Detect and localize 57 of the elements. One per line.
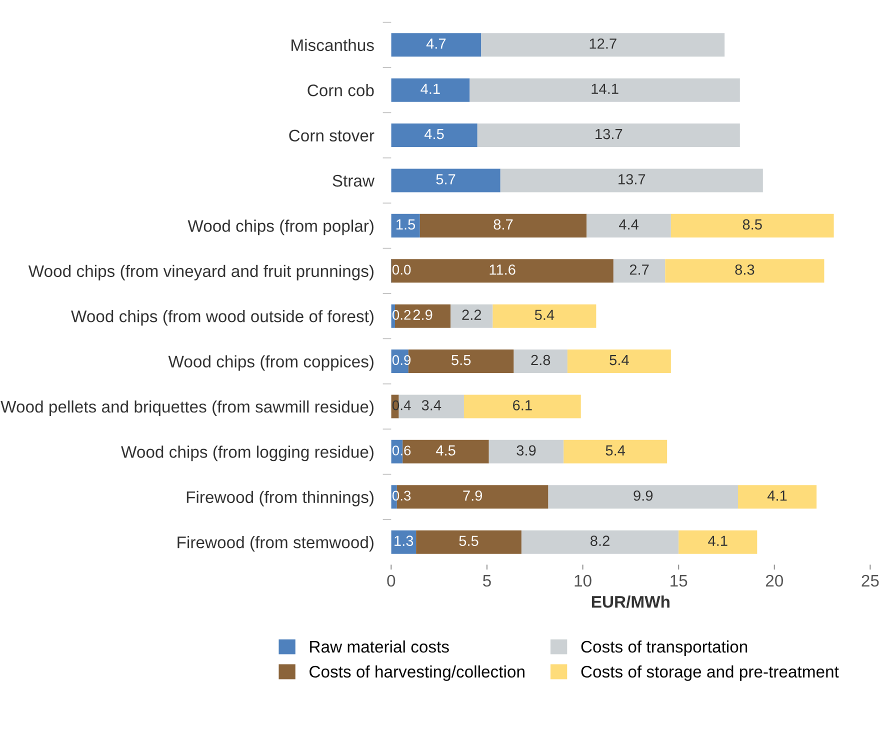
data-label: 4.4	[618, 219, 638, 230]
x-tick-label: 10	[574, 574, 592, 587]
data-label: 8.3	[735, 264, 754, 275]
legend-label: Raw material costs	[310, 640, 449, 653]
data-label: 11.6	[490, 264, 516, 275]
data-label: 8.2	[590, 536, 610, 546]
legend-label: Costs of harvesting/collection	[310, 665, 524, 681]
data-label: 2.7	[630, 264, 649, 275]
data-label: 8.7	[494, 219, 513, 230]
y-tick-label: Wood chips (from poplar)	[188, 220, 374, 236]
data-label: 4.1	[767, 490, 787, 501]
legend-label: Costs of storage and pre-treatment	[581, 665, 839, 681]
y-tick-label: Straw	[332, 174, 375, 187]
y-tick-label: Wood chips (from logging residue)	[121, 446, 374, 462]
data-label: 12.7	[590, 38, 616, 49]
data-label: 0.0	[392, 264, 411, 275]
data-label: 4.5	[424, 129, 444, 140]
x-tick-label: 20	[766, 574, 784, 587]
data-label: 2.2	[462, 310, 482, 320]
data-label: 1.5	[396, 219, 416, 230]
data-label: 5.4	[606, 445, 626, 456]
data-label: 5.4	[610, 355, 629, 366]
y-tick-label: Wood chips (from vineyard and fruit prunnings)	[28, 264, 374, 280]
data-label: 3.4	[422, 400, 442, 410]
data-label: 6.1	[513, 400, 532, 410]
data-label: 4.1	[708, 536, 728, 546]
data-label: 13.7	[618, 174, 646, 184]
y-tick-label: Corn stover	[289, 130, 374, 142]
y-tick-label: Corn cob	[308, 84, 374, 96]
data-label: 9.9	[634, 490, 653, 501]
data-label: 2.8	[531, 354, 550, 366]
data-label: 1.3	[394, 536, 414, 546]
x-tick-label: 15	[670, 575, 688, 587]
y-tick-label: Wood pellets and briquettes (from sawmill residue)	[0, 400, 374, 416]
x-tick-label: 5	[483, 575, 491, 587]
data-label: 5.7	[436, 174, 456, 184]
data-label: 2.9	[413, 310, 432, 320]
y-tick-label: Firewood (from stemwood)	[178, 536, 374, 552]
y-tick-label: Miscanthus	[292, 38, 374, 52]
data-label: 4.7	[426, 38, 446, 49]
y-tick-label: Firewood (from thinnings)	[186, 490, 374, 506]
y-tick-label: Wood chips (from coppices)	[168, 355, 374, 371]
data-label: 5.5	[452, 355, 471, 366]
x-tick-label: 0	[387, 574, 396, 587]
data-label: 7.9	[463, 490, 482, 501]
data-label: 4.5	[436, 445, 456, 456]
data-label: 8.5	[742, 219, 762, 230]
data-label: 3.9	[516, 445, 536, 456]
data-label: 14.1	[592, 84, 618, 94]
y-tick-label: Wood chips (from wood outside of forest)	[71, 310, 374, 326]
data-label: 5.4	[534, 310, 554, 320]
data-label: 13.7	[596, 128, 622, 140]
x-tick-label: 25	[862, 574, 879, 587]
x-axis-title: EUR/MWh	[592, 595, 670, 608]
data-label: 4.1	[420, 84, 440, 94]
data-label: 5.5	[459, 536, 478, 546]
legend-label: Costs of transportation	[581, 640, 748, 656]
